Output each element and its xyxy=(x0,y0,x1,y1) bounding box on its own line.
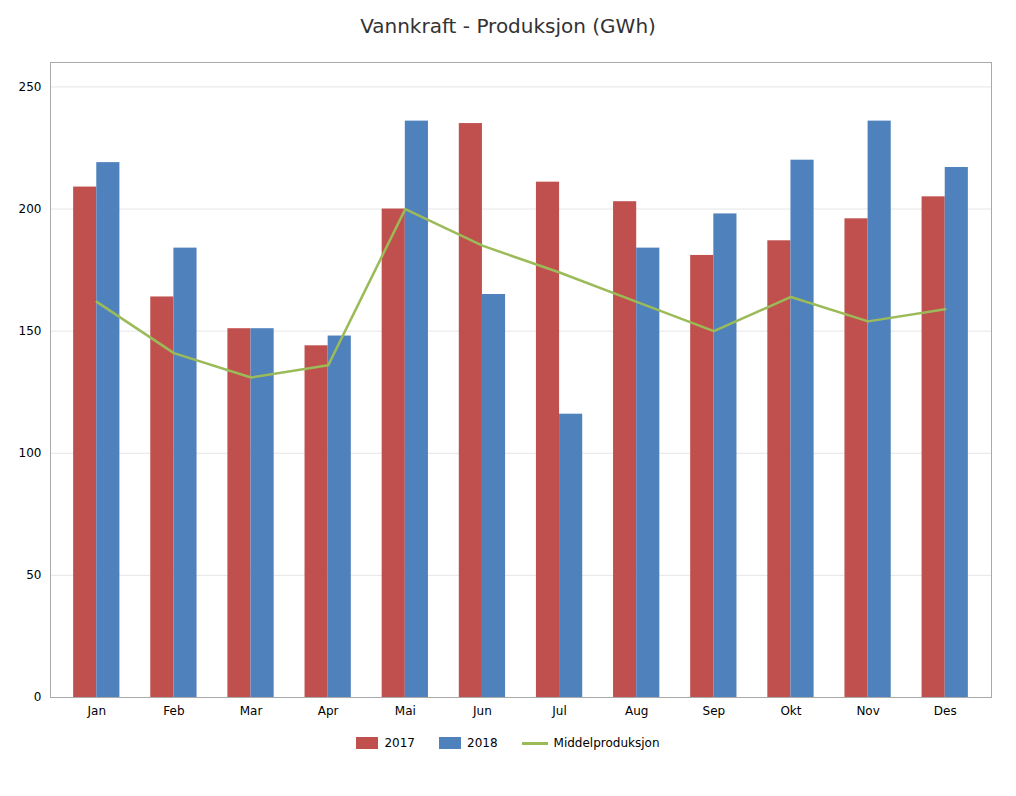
svg-text:Nov: Nov xyxy=(856,704,879,718)
svg-text:Apr: Apr xyxy=(318,704,339,718)
html-text:2017: 2017 xyxy=(384,736,415,750)
html-text:Middelproduksjon: Middelproduksjon xyxy=(553,736,660,750)
svg-text:Des: Des xyxy=(934,704,957,718)
svg-text:50: 50 xyxy=(26,568,41,582)
svg-text:0: 0 xyxy=(34,690,42,704)
svg-text:Sep: Sep xyxy=(703,704,726,718)
svg-text:Aug: Aug xyxy=(625,704,648,718)
svg-text:Jan: Jan xyxy=(87,704,107,718)
svg-text:200: 200 xyxy=(19,202,42,216)
html-text:2018: 2018 xyxy=(467,736,498,750)
html-text:Vannkraft - Produksjon (GWh): Vannkraft - Produksjon (GWh) xyxy=(360,14,656,38)
svg-text:Jul: Jul xyxy=(551,704,566,718)
svg-text:Mai: Mai xyxy=(395,704,416,718)
svg-text:Feb: Feb xyxy=(163,704,184,718)
svg-text:Okt: Okt xyxy=(780,704,801,718)
svg-text:Mar: Mar xyxy=(240,704,263,718)
svg-text:Jun: Jun xyxy=(472,704,492,718)
svg-text:100: 100 xyxy=(19,446,42,460)
svg-text:250: 250 xyxy=(19,80,42,94)
svg-text:150: 150 xyxy=(19,324,42,338)
